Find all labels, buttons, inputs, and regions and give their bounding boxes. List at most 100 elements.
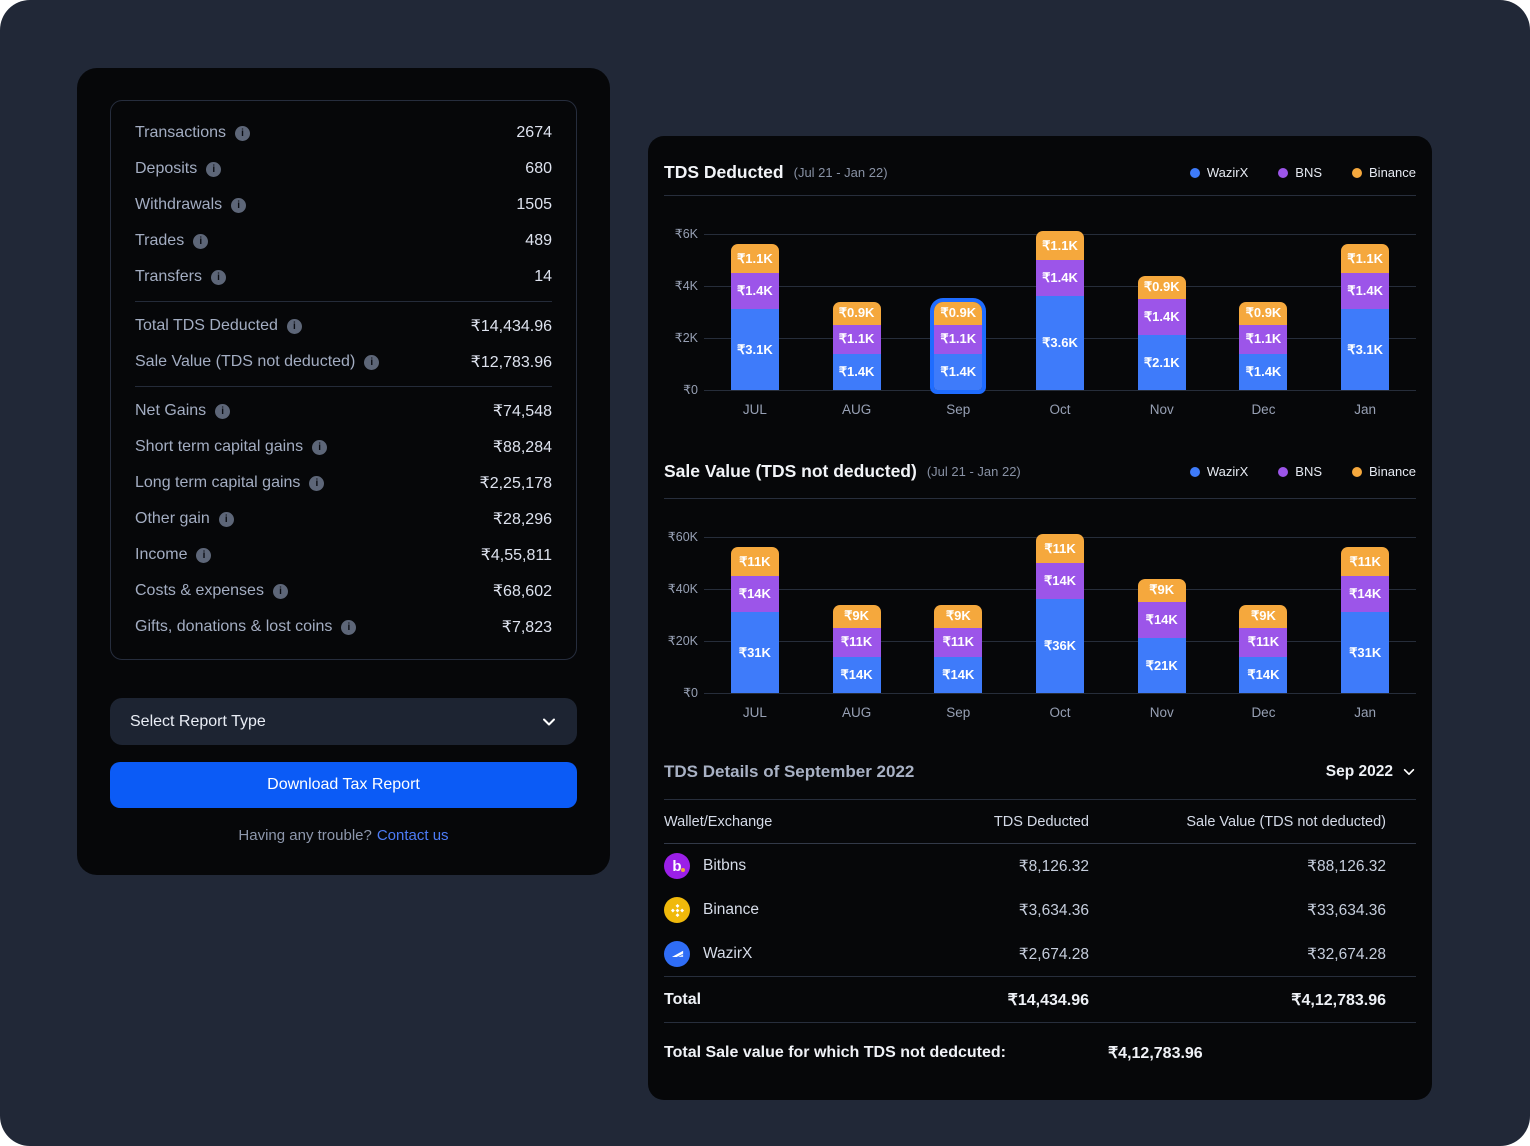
summary-row: Sale Value (TDS not deducted) i ₹12,783.96 xyxy=(135,344,552,380)
bar-segment-binance: ₹1.1K xyxy=(730,244,779,274)
summary-row: Total TDS Deducted i ₹14,434.96 xyxy=(135,308,552,344)
info-icon[interactable]: i xyxy=(364,354,380,370)
stacked-bar-aug[interactable]: ₹1.4K ₹1.1K ₹0.9K xyxy=(832,301,881,390)
contact-us-link[interactable]: Contact us xyxy=(376,827,449,844)
info-icon[interactable]: i xyxy=(286,318,302,334)
stacked-bar-jul[interactable]: ₹3.1K ₹1.4K ₹1.1K xyxy=(730,244,779,390)
chart-header: Sale Value (TDS not deducted) (Jul 21 - J… xyxy=(664,445,1416,499)
total-sale-value: ₹4,12,783.96 xyxy=(1291,991,1386,1009)
bar-segment-binance: ₹9K xyxy=(832,604,881,629)
stacked-bar-nov[interactable]: ₹2.1K ₹1.4K ₹0.9K xyxy=(1137,275,1186,390)
x-axis-label: Sep xyxy=(946,402,971,417)
summary-row-label: Net Gains i xyxy=(135,402,231,420)
summary-row: Net Gains i ₹74,548 xyxy=(135,393,552,429)
bar-segment-binance: ₹0.9K xyxy=(1239,301,1288,326)
stacked-bar-dec[interactable]: ₹14K ₹11K ₹9K xyxy=(1239,604,1288,693)
info-icon[interactable]: i xyxy=(341,619,357,635)
legend-label: WazirX xyxy=(1206,165,1249,180)
bar-segment-binance: ₹9K xyxy=(934,604,983,629)
summary-row-label: Long term capital gains i xyxy=(135,474,325,492)
summary-row-value: 14 xyxy=(534,268,552,285)
x-axis-label: Dec xyxy=(1251,402,1276,417)
stacked-bar-jan[interactable]: ₹3.1K ₹1.4K ₹1.1K xyxy=(1341,244,1390,390)
stacked-bar-sep[interactable]: ₹1.4K ₹1.1K ₹0.9K xyxy=(934,301,983,390)
info-icon[interactable]: i xyxy=(210,269,226,285)
chart-title: Sale Value (TDS not deducted) xyxy=(664,461,917,481)
bar-segment-bns: ₹1.1K xyxy=(832,325,881,354)
summary-row: Other gain i ₹28,296 xyxy=(135,501,552,537)
x-axis-label: Jan xyxy=(1354,402,1377,417)
legend-label: Binance xyxy=(1369,464,1416,479)
tds-table-header: Wallet/Exchange TDS Deducted Sale Value … xyxy=(664,800,1416,844)
bar-slot: ₹2.1K ₹1.4K ₹0.9K xyxy=(1111,234,1213,390)
bar-segment-wazirx: ₹1.4K xyxy=(1239,353,1288,390)
bar-segment-wazirx: ₹14K xyxy=(1239,656,1288,693)
summary-row: Transfers i 14 xyxy=(135,259,552,295)
summary-label-text: Costs & expenses xyxy=(135,582,264,599)
x-axis-label: Dec xyxy=(1251,705,1276,720)
info-icon[interactable]: i xyxy=(309,475,325,491)
summary-row: Long term capital gains i ₹2,25,178 xyxy=(135,465,552,501)
stacked-bar-sep[interactable]: ₹14K ₹11K ₹9K xyxy=(934,604,983,693)
summary-row-label: Transactions i xyxy=(135,124,250,142)
summary-label-text: Withdrawals xyxy=(135,196,223,213)
summary-row-label: Other gain i xyxy=(135,510,234,528)
info-icon[interactable]: i xyxy=(312,439,328,455)
summary-label-text: Other gain xyxy=(135,510,210,527)
x-axis-label: Jan xyxy=(1354,705,1377,720)
stacked-bar-oct[interactable]: ₹3.6K ₹1.4K ₹1.1K xyxy=(1036,231,1085,390)
bar-slot: ₹14K ₹11K ₹9K xyxy=(1213,537,1315,693)
y-axis-tick: ₹40K xyxy=(667,582,698,596)
legend-item-bns: BNS xyxy=(1278,464,1322,479)
total-label: Total xyxy=(664,990,702,1008)
stacked-bar-jan[interactable]: ₹31K ₹14K ₹11K xyxy=(1341,547,1390,693)
legend-dot xyxy=(1352,466,1363,477)
x-axis-label: Nov xyxy=(1149,402,1174,417)
y-axis-tick: ₹6K xyxy=(674,227,698,241)
bar-segment-wazirx: ₹36K xyxy=(1036,599,1085,693)
info-icon[interactable]: i xyxy=(215,403,231,419)
summary-row-label: Trades i xyxy=(135,232,209,250)
stacked-bar-aug[interactable]: ₹14K ₹11K ₹9K xyxy=(832,604,881,693)
summary-row: Short term capital gains i ₹88,284 xyxy=(135,429,552,465)
tds-details-header: TDS Details of September 2022 Sep 2022 xyxy=(664,744,1416,800)
info-icon[interactable]: i xyxy=(231,197,247,213)
y-axis-tick: ₹0 xyxy=(683,383,698,397)
tds-footer-row: Total Sale value for which TDS not dedcu… xyxy=(664,1023,1416,1083)
bar-slot: ₹14K ₹11K ₹9K xyxy=(806,537,908,693)
bar-segment-bns: ₹14K xyxy=(730,576,779,613)
period-select[interactable]: Sep 2022 xyxy=(1326,763,1416,781)
info-icon[interactable]: i xyxy=(272,583,288,599)
bar-slot: ₹31K ₹14K ₹11K xyxy=(704,537,806,693)
bar-segment-binance: ₹9K xyxy=(1239,604,1288,629)
binance-icon xyxy=(664,897,690,923)
bar-segment-wazirx: ₹14K xyxy=(934,656,983,693)
info-icon[interactable]: i xyxy=(218,511,234,527)
bar-segment-binance: ₹9K xyxy=(1137,578,1186,603)
divider xyxy=(135,386,552,387)
summary-row: Withdrawals i 1505 xyxy=(135,187,552,223)
x-axis-label: Nov xyxy=(1149,705,1174,720)
bar-slot: ₹31K ₹14K ₹11K xyxy=(1314,537,1416,693)
summary-label-text: Short term capital gains xyxy=(135,438,304,455)
stacked-bar-jul[interactable]: ₹31K ₹14K ₹11K xyxy=(730,547,779,693)
stacked-bar-nov[interactable]: ₹21K ₹14K ₹9K xyxy=(1137,578,1186,693)
summary-row-label: Income i xyxy=(135,546,212,564)
stacked-bar-oct[interactable]: ₹36K ₹14K ₹11K xyxy=(1036,534,1085,693)
summary-label-text: Gifts, donations & lost coins xyxy=(135,618,333,635)
x-axis-label: Oct xyxy=(1049,402,1071,417)
report-type-select[interactable]: Select Report Type xyxy=(110,698,577,745)
download-tax-report-button[interactable]: Download Tax Report xyxy=(110,762,577,808)
info-icon[interactable]: i xyxy=(196,547,212,563)
table-row-bitbns: b Bitbns ₹8,126.32 ₹88,126.32 xyxy=(664,844,1416,888)
info-icon[interactable]: i xyxy=(206,161,222,177)
summary-row-label: Withdrawals i xyxy=(135,196,247,214)
x-axis-labels: JUL AUG Sep Oct Nov Dec Jan xyxy=(704,705,1416,720)
summary-row-label: Sale Value (TDS not deducted) i xyxy=(135,353,380,371)
summary-label-text: Income xyxy=(135,546,188,563)
info-icon[interactable]: i xyxy=(235,125,250,141)
bar-segment-bns: ₹1.4K xyxy=(1036,260,1085,297)
bar-segment-wazirx: ₹14K xyxy=(832,656,881,693)
info-icon[interactable]: i xyxy=(193,233,209,249)
stacked-bar-dec[interactable]: ₹1.4K ₹1.1K ₹0.9K xyxy=(1239,301,1288,390)
